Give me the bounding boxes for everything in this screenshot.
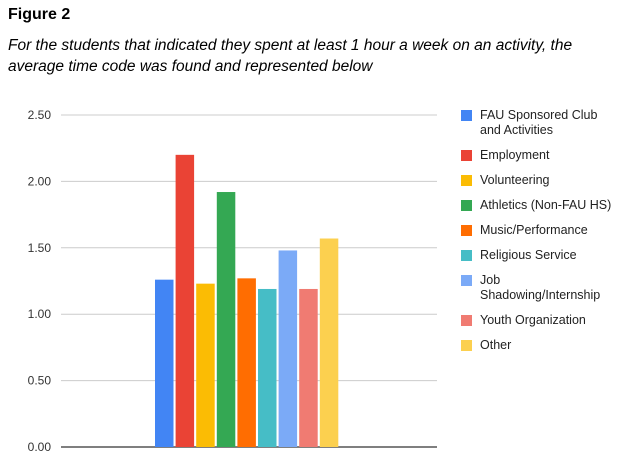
bar-youth-organization: [299, 288, 318, 447]
legend-label: Religious Service: [480, 248, 577, 262]
legend-label: FAU Sponsored Club and Activities: [480, 108, 598, 137]
bar-employment: [175, 154, 195, 447]
bar-religious-service: [258, 288, 277, 447]
legend-label: Employment: [480, 148, 550, 162]
figure-caption: For the students that indicated they spe…: [8, 37, 573, 75]
legend-label: Volunteering: [480, 173, 550, 187]
legend-label: Athletics (Non-FAU HS): [480, 198, 612, 212]
y-tick-label: 1.50: [28, 241, 52, 255]
y-tick-label: 2.50: [28, 108, 52, 122]
legend-swatch: [461, 275, 472, 286]
figure-label: Figure 2: [8, 6, 71, 23]
legend-swatch: [461, 225, 472, 236]
legend-swatch: [461, 340, 472, 351]
legend-swatch: [461, 250, 472, 261]
legend-label: Job Shadowing/Internship: [480, 273, 601, 302]
bar-job-shadowing-internship: [278, 250, 298, 447]
legend-item: Music/Performance: [461, 223, 619, 238]
legend-item: Athletics (Non-FAU HS): [461, 198, 619, 213]
legend-item: FAU Sponsored Club and Activities: [461, 108, 619, 138]
legend-swatch: [461, 315, 472, 326]
legend-swatch: [461, 150, 472, 161]
legend-label: Other: [480, 338, 512, 352]
bar-music-performance: [237, 278, 256, 447]
legend-swatch: [461, 175, 472, 186]
legend-label: Youth Organization: [480, 313, 586, 327]
legend-item: Youth Organization: [461, 313, 619, 328]
bar-fau-sponsored-club-and-activities: [155, 279, 174, 447]
legend-item: Religious Service: [461, 248, 619, 263]
y-tick-label: 1.00: [28, 307, 52, 321]
y-tick-label: 2.00: [28, 174, 52, 188]
legend-item: Other: [461, 338, 619, 353]
legend-item: Job Shadowing/Internship: [461, 273, 619, 303]
legend-item: Volunteering: [461, 173, 619, 188]
bar-other: [319, 238, 339, 447]
bar-athletics-non-fau-hs: [216, 192, 236, 447]
legend-swatch: [461, 200, 472, 211]
y-tick-label: 0.50: [28, 374, 52, 388]
legend-label: Music/Performance: [480, 223, 588, 237]
bar-volunteering: [196, 283, 215, 447]
y-tick-label: 0.00: [28, 440, 52, 454]
legend-swatch: [461, 110, 472, 121]
legend-item: Employment: [461, 148, 619, 163]
